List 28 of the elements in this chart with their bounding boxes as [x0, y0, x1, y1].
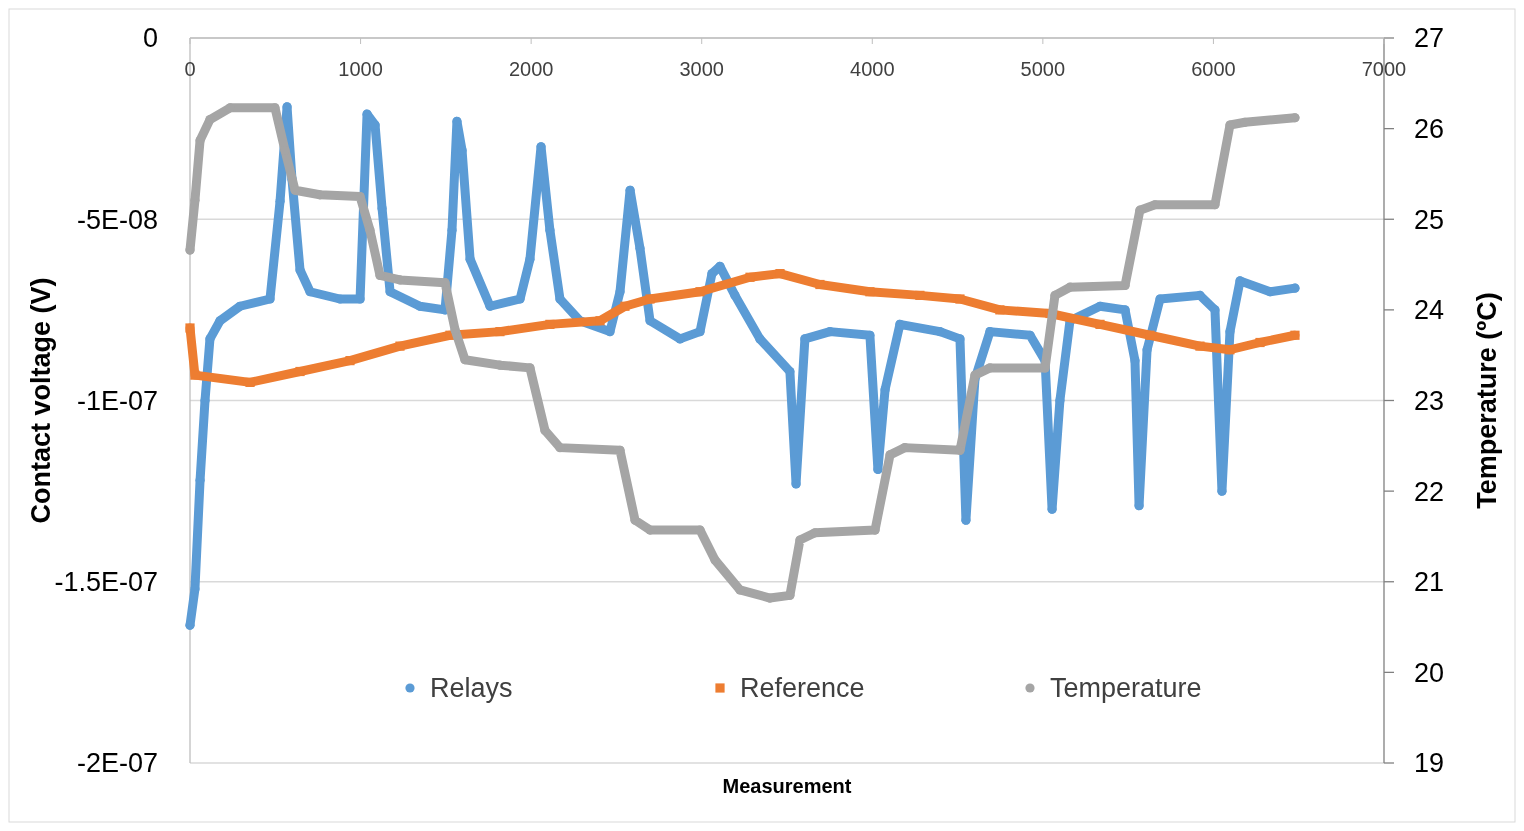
y2-axis-title: Temperature (ºC) — [1472, 292, 1502, 509]
x-tick-label: 3000 — [679, 58, 724, 80]
y2-tick-label: 25 — [1414, 204, 1445, 235]
x-tick-label: 6000 — [1191, 58, 1236, 80]
y2-tick-label: 26 — [1414, 114, 1445, 145]
x-tick-label: 0 — [184, 58, 196, 80]
y-tick-label: -1.5E-07 — [54, 567, 158, 598]
x-tick-label: 1000 — [338, 58, 383, 80]
x-tick-label: 7000 — [1361, 58, 1407, 80]
legend-label: Temperature — [1050, 673, 1202, 704]
x-tick-label: 2000 — [508, 58, 554, 80]
legend-label: Reference — [740, 673, 865, 704]
y2-tick-label: 24 — [1414, 295, 1445, 326]
x-tick-label: 4000 — [850, 58, 895, 80]
y-tick-label: 0 — [142, 23, 158, 54]
y-axis-title: Contact voltage (V) — [26, 277, 56, 524]
y2-tick-label: 23 — [1414, 385, 1445, 416]
y-tick-label: -2E-07 — [76, 748, 158, 779]
y-tick-label: -1E-07 — [76, 385, 158, 416]
y2-tick-label: 27 — [1414, 23, 1445, 54]
legend-label: Relays — [430, 673, 513, 704]
x-tick-label: 5000 — [1020, 58, 1066, 80]
y2-tick-label: 20 — [1414, 657, 1445, 688]
y-tick-label: -5E-08 — [76, 204, 158, 235]
y2-tick-label: 21 — [1414, 567, 1445, 598]
x-axis-title: Measurement — [722, 775, 852, 797]
y2-tick-label: 22 — [1414, 476, 1445, 507]
y2-tick-label: 19 — [1414, 748, 1445, 779]
